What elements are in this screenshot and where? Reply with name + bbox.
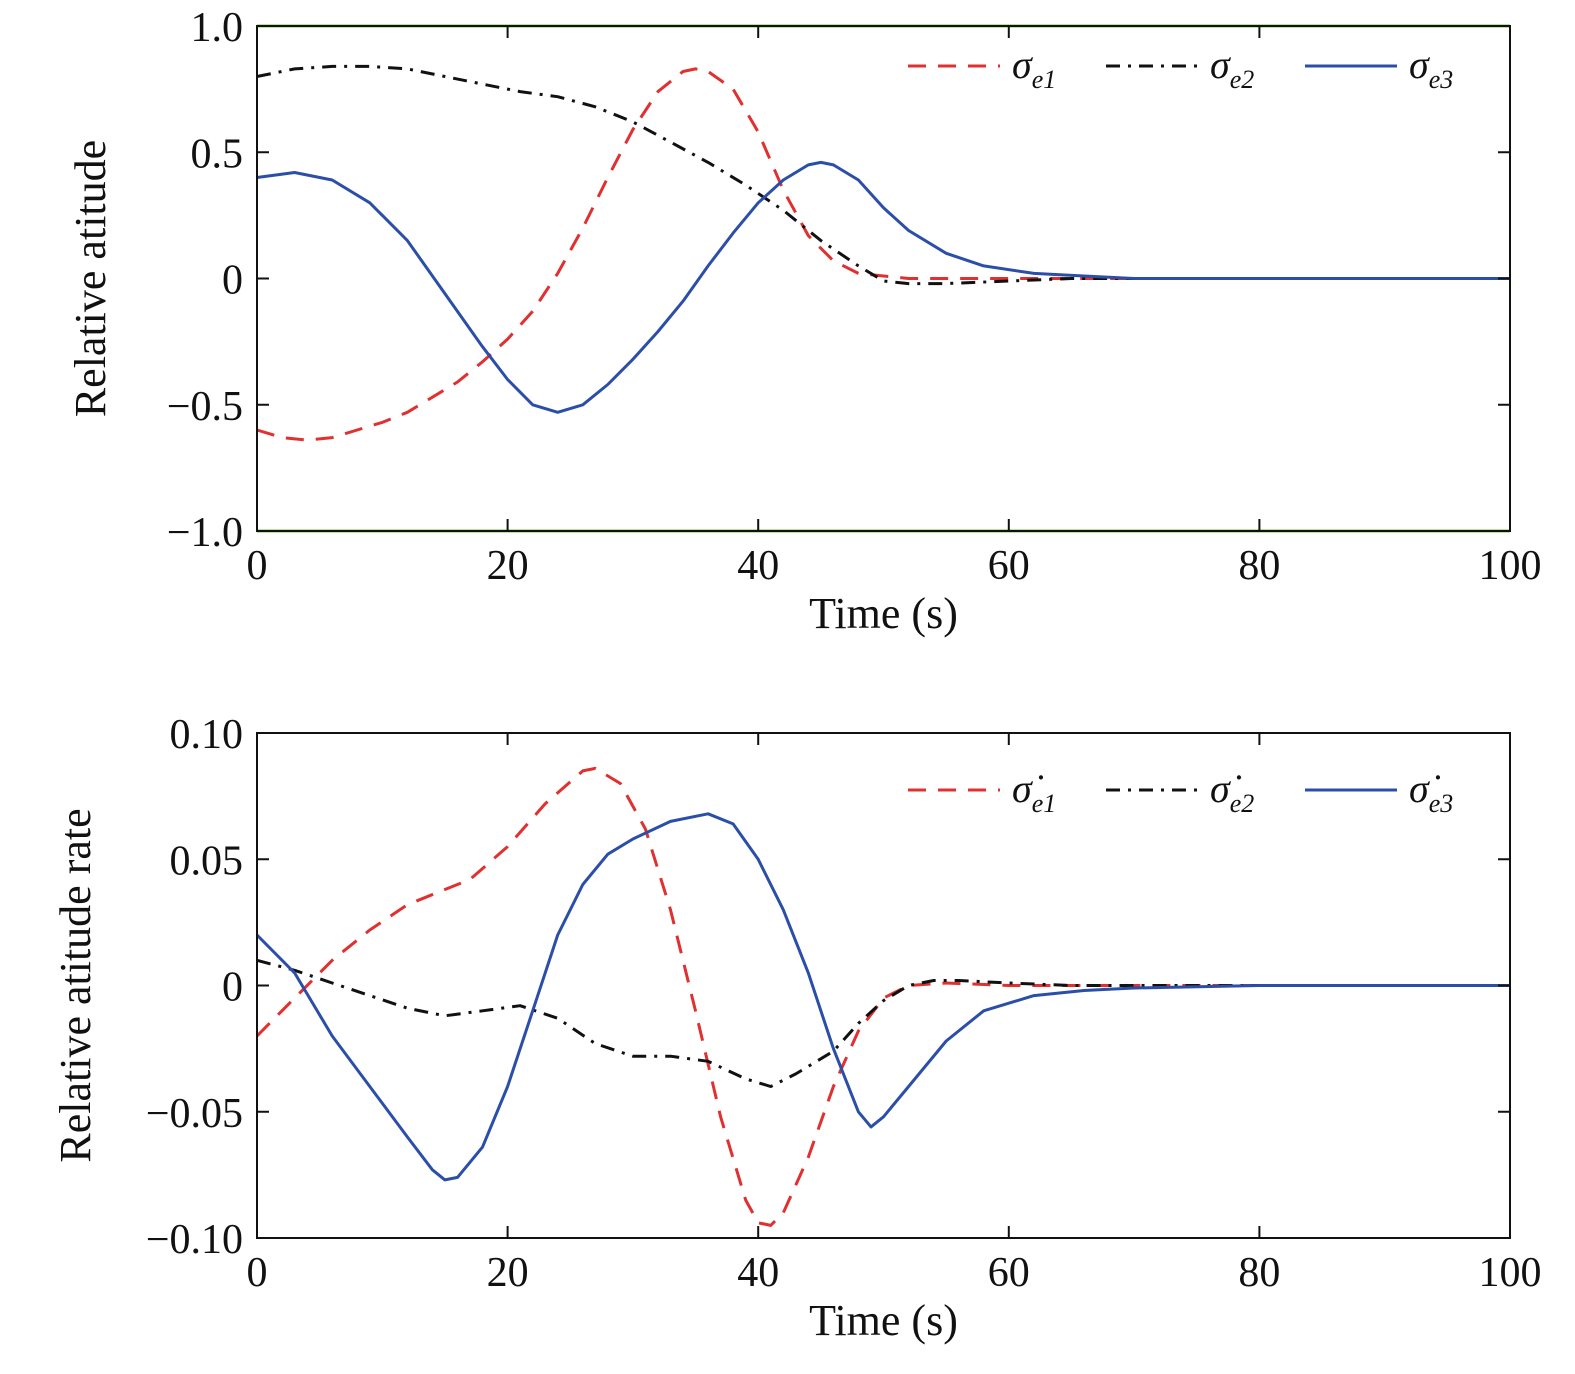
legend-subscript: e3 xyxy=(1429,789,1454,818)
legend-label-e3: σ̇e3 xyxy=(1409,766,1453,818)
chart-relative-attitude: 0 20 40 60 80 100 −1.0 −0.5 0 0.5 1.0 Time (s) Relat… xyxy=(66,5,1542,638)
x-tick-label: 80 xyxy=(1238,1250,1280,1296)
y-tick-label: −0.10 xyxy=(146,1217,243,1263)
legend-label-e2: σe2 xyxy=(1210,42,1254,94)
legend-label-e3: σe3 xyxy=(1409,42,1453,94)
series-line-e3 xyxy=(255,812,1510,1182)
x-tick-label: 20 xyxy=(487,543,529,589)
x-tick-label: 40 xyxy=(737,543,779,589)
series-line-e2 xyxy=(256,64,1510,286)
y-tick-label: 0 xyxy=(222,258,243,304)
x-axis-label: Time (s) xyxy=(809,1296,958,1345)
x-tick-label: 80 xyxy=(1238,543,1280,589)
y-tick-label: −0.5 xyxy=(167,384,243,430)
chart-relative-attitude-rate: 0 20 40 60 80 100 −0.10 −0.05 0 0.05 0.10 Time (s) R… xyxy=(51,712,1542,1345)
x-tick-label: 100 xyxy=(1479,543,1542,589)
y-tick-label: −1.0 xyxy=(167,510,243,556)
y-tick-label: 0.5 xyxy=(191,131,244,177)
x-tick-label: 100 xyxy=(1479,1250,1542,1296)
legend-symbol: σ xyxy=(1409,42,1430,87)
legend-subscript: e1 xyxy=(1032,789,1057,818)
legend-label-e1: σ̇e1 xyxy=(1012,766,1056,818)
legend-subscript: e2 xyxy=(1230,789,1255,818)
legend-subscript: e2 xyxy=(1230,65,1255,94)
series-line-e1 xyxy=(256,67,1510,442)
series-line-e3 xyxy=(256,160,1510,414)
x-tick-label: 0 xyxy=(247,543,268,589)
legend-subscript: e1 xyxy=(1032,65,1057,94)
series-line-e1 xyxy=(255,766,1510,1227)
y-axis-label: Relative atitude xyxy=(66,140,115,417)
x-tick-label: 40 xyxy=(737,1250,779,1296)
y-tick-label: 0.05 xyxy=(170,838,244,884)
y-axis-label: Relative atitude rate xyxy=(51,808,100,1162)
y-tick-label: 0.10 xyxy=(170,712,244,758)
legend-symbol: σ xyxy=(1210,42,1231,87)
legend-subscript: e3 xyxy=(1429,65,1454,94)
x-axis-label: Time (s) xyxy=(809,589,958,638)
y-tick-label: 1.0 xyxy=(191,5,244,51)
x-tick-label: 0 xyxy=(247,1250,268,1296)
y-tick-label: 0 xyxy=(222,965,243,1011)
x-tick-label: 20 xyxy=(487,1250,529,1296)
y-tick-label: −0.05 xyxy=(146,1091,243,1137)
x-tick-label: 60 xyxy=(988,543,1030,589)
x-tick-label: 60 xyxy=(988,1250,1030,1296)
legend-label-e1: σe1 xyxy=(1012,42,1056,94)
legend: σ̇e1 σ̇e2 σ̇e3 xyxy=(908,766,1453,818)
legend: σe1 σe2 σe3 xyxy=(908,42,1453,94)
legend-label-e2: σ̇e2 xyxy=(1210,766,1254,818)
legend-symbol: σ xyxy=(1012,42,1033,87)
series-line-e2 xyxy=(256,958,1510,1088)
